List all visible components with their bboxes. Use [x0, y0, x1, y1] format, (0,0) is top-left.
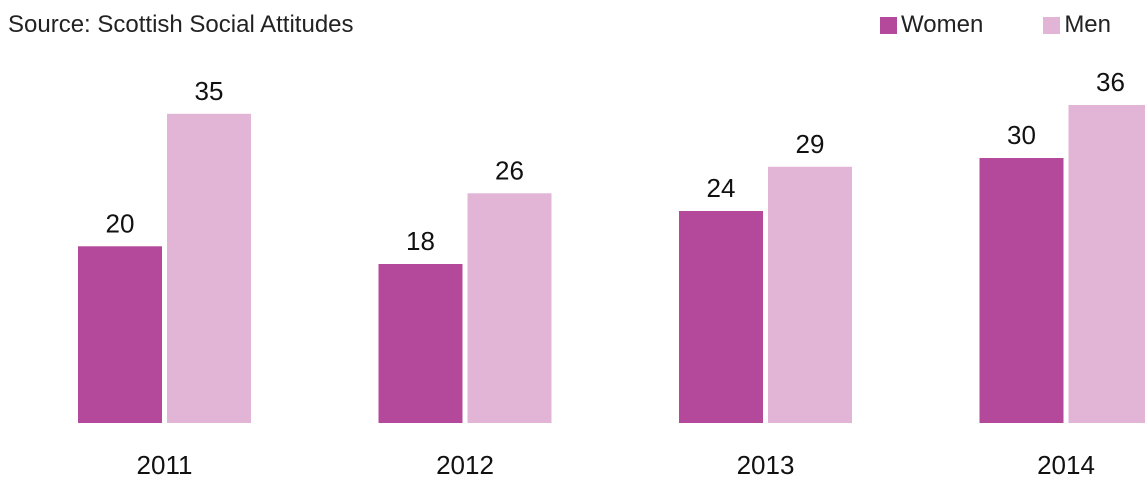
x-tick-label-2012: 2012 [436, 450, 494, 477]
bar-women-2012 [379, 264, 463, 423]
data-label-women-2012: 18 [406, 226, 435, 256]
bar-women-2013 [679, 211, 763, 423]
data-label-women-2013: 24 [707, 173, 736, 203]
data-label-women-2014: 30 [1007, 120, 1036, 150]
data-label-women-2011: 20 [106, 208, 135, 238]
data-label-men-2013: 29 [796, 129, 825, 159]
bar-group-2012: 18 26 2012 [379, 155, 552, 477]
bar-women-2014 [980, 158, 1064, 423]
bar-men-2013 [768, 167, 852, 423]
bar-men-2014 [1069, 105, 1145, 423]
bar-women-2011 [78, 246, 162, 423]
bar-group-2011: 20 35 2011 [78, 76, 251, 477]
data-label-men-2012: 26 [495, 155, 524, 185]
bar-group-2014: 30 36 2014 [980, 67, 1145, 477]
bar-group-2013: 24 29 2013 [679, 129, 852, 477]
x-tick-label-2011: 2011 [137, 450, 193, 477]
x-tick-label-2014: 2014 [1037, 450, 1095, 477]
bar-men-2012 [468, 193, 552, 423]
data-label-men-2011: 35 [195, 76, 224, 106]
x-tick-label-2013: 2013 [737, 450, 795, 477]
data-label-men-2014: 36 [1096, 67, 1125, 97]
bar-men-2011 [167, 114, 251, 423]
